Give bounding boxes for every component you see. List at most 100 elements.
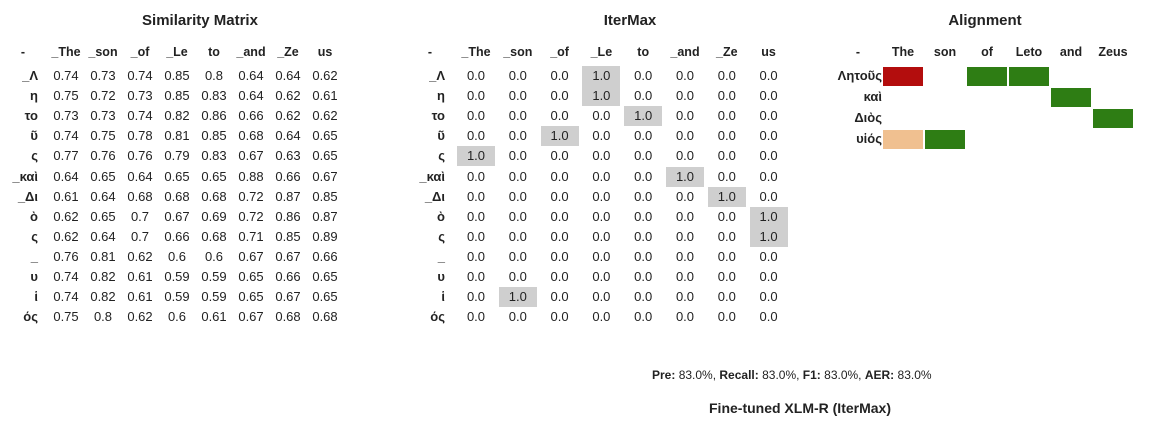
- itermax-cell: 0.0: [508, 88, 527, 104]
- similarity-cell: 0.77: [53, 148, 79, 164]
- itermax-cell: 1.0: [540, 126, 579, 147]
- itermax-col-header: _of: [550, 45, 569, 59]
- itermax-cell: 0.0: [717, 289, 736, 305]
- itermax-cell: 0.0: [508, 68, 527, 83]
- similarity-cell: 0.67: [238, 248, 264, 264]
- similarity-cell: 0.59: [164, 289, 190, 305]
- itermax-row-label: ς: [438, 148, 445, 164]
- similarity-cell: 0.83: [201, 88, 227, 104]
- itermax-cell: 0.0: [592, 289, 611, 305]
- itermax-cell: 0.0: [759, 248, 778, 264]
- similarity-cell: 0.88: [238, 168, 264, 184]
- itermax-cell: 0.0: [592, 168, 611, 184]
- similarity-cell: 0.67: [312, 168, 338, 184]
- similarity-cell: 0.68: [201, 228, 227, 244]
- f1-label: F1:: [802, 368, 821, 382]
- itermax-cell: 0.0: [466, 108, 486, 124]
- itermax-cell: 0.0: [592, 309, 611, 325]
- similarity-cell: 0.7: [130, 228, 150, 244]
- itermax-cell: 0.0: [592, 188, 611, 204]
- similarity-cell: 0.61: [127, 269, 153, 284]
- itermax-cell: 0.0: [592, 128, 611, 144]
- similarity-cell: 0.65: [90, 168, 116, 184]
- alignment-row-label: καὶ: [863, 89, 882, 104]
- similarity-cell: 0.71: [238, 228, 264, 244]
- similarity-cell: 0.62: [127, 309, 153, 325]
- similarity-cell: 0.68: [275, 309, 301, 325]
- itermax-cell: 0.0: [759, 168, 778, 184]
- alignment-cell-correct: [1051, 88, 1091, 107]
- similarity-cell: 0.64: [238, 68, 264, 83]
- similarity-cell: 0.64: [275, 128, 301, 144]
- similarity-row-label: ἱ: [34, 289, 38, 305]
- similarity-cell: 0.72: [238, 188, 264, 204]
- similarity-cell: 0.62: [53, 208, 79, 224]
- similarity-cell: 0.68: [238, 128, 264, 144]
- similarity-cell: 0.66: [312, 248, 338, 264]
- similarity-row-label: η: [30, 88, 38, 104]
- similarity-cell: 0.75: [90, 128, 116, 144]
- similarity-row-label: _Λ: [22, 68, 38, 83]
- similarity-cell: 0.66: [238, 108, 264, 124]
- similarity-cell: 0.62: [275, 108, 301, 124]
- itermax-cell: 0.0: [550, 168, 569, 184]
- similarity-cell: 0.73: [53, 108, 79, 124]
- similarity-cell: 0.68: [164, 188, 190, 204]
- similarity-cell: 0.74: [53, 128, 79, 144]
- itermax-cell: 0.0: [592, 228, 611, 244]
- similarity-cell: 0.59: [201, 289, 227, 305]
- similarity-cell: 0.82: [164, 108, 190, 124]
- similarity-cell: 0.64: [90, 228, 116, 244]
- similarity-cell: 0.59: [201, 269, 227, 284]
- itermax-cell: 0.0: [634, 269, 653, 284]
- alignment-cell-correct: [1093, 109, 1133, 128]
- itermax-cell: 0.0: [592, 248, 611, 264]
- itermax-cell: 0.0: [717, 228, 736, 244]
- itermax-row-label: ός: [430, 309, 445, 325]
- similarity-row-label: _καὶ: [12, 168, 38, 184]
- itermax-cell: 0.0: [759, 148, 778, 164]
- itermax-cell: 0.0: [634, 208, 653, 224]
- itermax-row-label: ῦ: [437, 128, 445, 144]
- similarity-cell: 0.64: [53, 168, 79, 184]
- itermax-col-header: _Le: [590, 45, 613, 59]
- itermax-cell: 0.0: [466, 309, 486, 325]
- itermax-cell: 0.0: [550, 88, 569, 104]
- itermax-cell: 0.0: [675, 228, 695, 244]
- itermax-cell: 0.0: [717, 148, 736, 164]
- itermax-row-label: ς: [438, 228, 445, 244]
- itermax-cell: 0.0: [675, 148, 695, 164]
- similarity-cell: 0.64: [90, 188, 116, 204]
- similarity-cell: 0.87: [275, 188, 301, 204]
- itermax-cell: 0.0: [675, 68, 695, 83]
- itermax-cell: 0.0: [508, 269, 527, 284]
- similarity-cell: 0.65: [312, 128, 338, 144]
- itermax-cell: 0.0: [675, 108, 695, 124]
- itermax-cell: 1.0: [666, 166, 704, 187]
- similarity-col-header: us: [317, 45, 333, 59]
- itermax-cell: 0.0: [759, 269, 778, 284]
- itermax-cell: 0.0: [759, 188, 778, 204]
- similarity-cell: 0.85: [275, 228, 301, 244]
- similarity-cell: 0.74: [127, 108, 153, 124]
- itermax-cell: 0.0: [717, 128, 736, 144]
- itermax-cell: 0.0: [717, 88, 736, 104]
- itermax-cell: 1.0: [457, 146, 495, 167]
- itermax-cell: 0.0: [717, 168, 736, 184]
- itermax-cell: 0.0: [592, 108, 611, 124]
- itermax-cell: 0.0: [592, 148, 611, 164]
- itermax-col-header: _son: [503, 45, 533, 59]
- itermax-cell: 0.0: [508, 208, 527, 224]
- alignment-cell-correct: [1009, 67, 1049, 86]
- itermax-cell: 0.0: [508, 248, 527, 264]
- similarity-cell: 0.67: [238, 309, 264, 325]
- itermax-cell: 0.0: [550, 68, 569, 83]
- similarity-cell: 0.69: [201, 208, 227, 224]
- similarity-cell: 0.65: [164, 168, 190, 184]
- similarity-cell: 0.65: [201, 168, 227, 184]
- aer-value: 83.0%: [897, 368, 932, 382]
- itermax-cell: 0.0: [634, 128, 653, 144]
- itermax-cell: 0.0: [759, 68, 778, 83]
- similarity-cell: 0.74: [127, 68, 153, 83]
- itermax-cell: 0.0: [466, 188, 486, 204]
